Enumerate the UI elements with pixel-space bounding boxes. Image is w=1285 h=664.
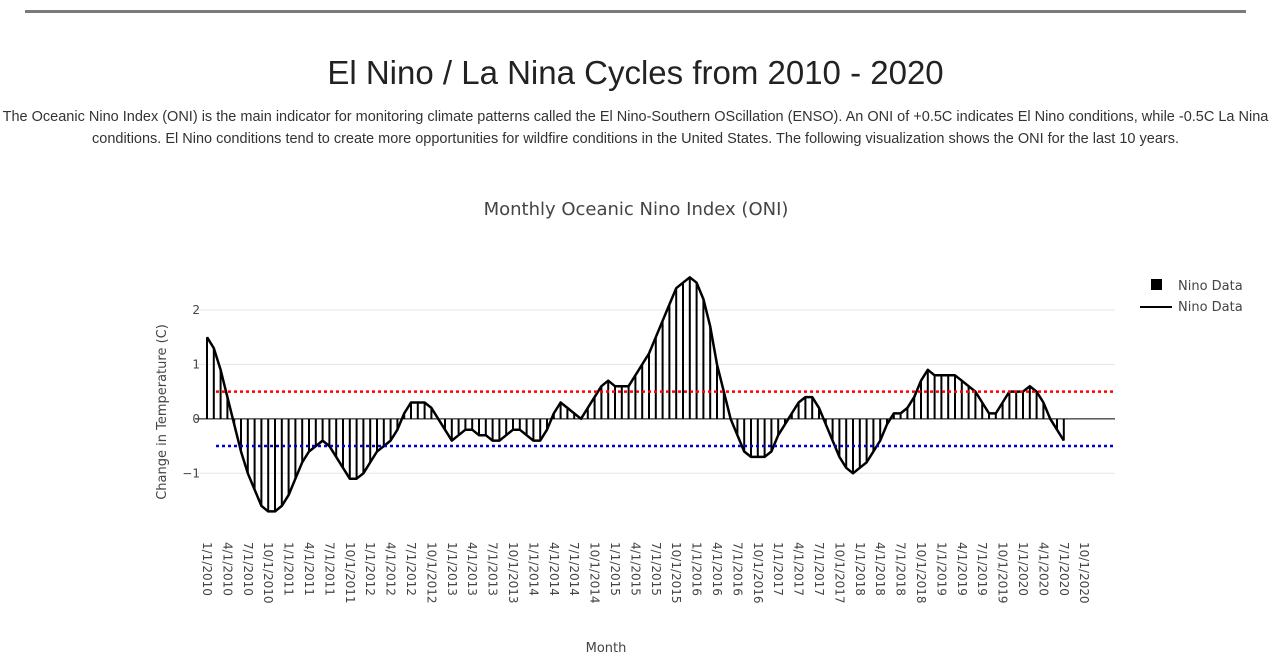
x-tick-label: 7/1/2020	[1057, 542, 1071, 596]
x-tick-label: 10/1/2011	[343, 542, 357, 604]
y-tick-label: −1	[182, 466, 200, 480]
x-tick-label: 1/1/2014	[526, 542, 540, 596]
x-tick-label: 10/1/2019	[996, 542, 1010, 604]
y-axis-label: Change in Temperature (C)	[155, 324, 170, 500]
legend-bar-label: Nino Data	[1178, 279, 1243, 294]
x-tick-label: 10/1/2018	[914, 542, 928, 604]
x-tick-label: 1/1/2012	[363, 542, 377, 596]
x-tick-label: 4/1/2010	[220, 542, 234, 596]
x-tick-label: 10/1/2015	[669, 542, 683, 604]
x-tick-label: 7/1/2015	[649, 542, 663, 596]
x-tick-label: 1/1/2013	[445, 542, 459, 596]
x-tick-label: 10/1/2020	[1077, 542, 1091, 604]
x-tick-label: 4/1/2018	[873, 542, 887, 596]
chart-title: Monthly Oceanic Nino Index (ONI)	[484, 199, 789, 220]
legend[interactable]: Nino Data Nino Data	[1140, 279, 1243, 315]
x-tick-label: 4/1/2019	[955, 542, 969, 596]
x-tick-label: 10/1/2016	[751, 542, 765, 604]
x-tick-label: 4/1/2020	[1036, 542, 1050, 596]
x-tick-label: 7/1/2018	[894, 542, 908, 596]
x-tick-label: 7/1/2014	[567, 542, 581, 596]
axis-layer: 2 1 0 −1 1/1/2010 4/1/2010 7/1/2010 10/1/2010 1/…	[182, 303, 1091, 604]
bars-layer	[206, 277, 1065, 512]
top-rule	[25, 10, 1246, 13]
x-tick-label: 10/1/2012	[424, 542, 438, 604]
y-tick-label: 0	[192, 412, 200, 426]
x-tick-label: 1/1/2018	[853, 542, 867, 596]
x-tick-label: 7/1/2016	[730, 542, 744, 596]
series-line	[205, 276, 1065, 513]
x-tick-label: 1/1/2016	[690, 542, 704, 596]
x-tick-label: 4/1/2013	[465, 542, 479, 596]
x-tick-label: 7/1/2019	[975, 542, 989, 596]
x-tick-label: 4/1/2011	[302, 542, 316, 596]
x-tick-label: 1/1/2015	[608, 542, 622, 596]
x-tick-label: 7/1/2011	[322, 542, 336, 596]
x-tick-label: 10/1/2014	[588, 542, 602, 604]
x-tick-label: 1/1/2010	[200, 542, 214, 596]
x-tick-label: 4/1/2012	[384, 542, 398, 596]
x-tick-label: 1/1/2020	[1016, 542, 1030, 596]
legend-line-label: Nino Data	[1178, 300, 1243, 315]
y-tick-label: 2	[192, 303, 200, 317]
page-description: The Oceanic Nino Index (ONI) is the main…	[2, 109, 1269, 147]
x-tick-label: 7/1/2013	[486, 542, 500, 596]
oni-chart: Monthly Oceanic Nino Index (ONI) 2 1 0 −1 1/…	[155, 199, 1243, 656]
page-title: El Nino / La Nina Cycles from 2010 - 202…	[327, 54, 944, 91]
x-tick-label: 10/1/2013	[506, 542, 520, 604]
x-tick-label: 7/1/2010	[241, 542, 255, 596]
legend-bar-swatch	[1151, 279, 1162, 290]
x-tick-label: 1/1/2017	[771, 542, 785, 596]
x-tick-label: 10/1/2010	[261, 542, 275, 604]
x-tick-label: 10/1/2017	[832, 542, 846, 604]
x-tick-label: 4/1/2017	[792, 542, 806, 596]
x-tick-label: 7/1/2012	[404, 542, 418, 596]
x-tick-label: 4/1/2016	[710, 542, 724, 596]
x-tick-label: 1/1/2011	[282, 542, 296, 596]
x-axis-label: Month	[586, 641, 627, 656]
x-tick-label: 1/1/2019	[934, 542, 948, 596]
x-tick-label: 7/1/2017	[812, 542, 826, 596]
x-tick-label: 4/1/2015	[628, 542, 642, 596]
y-tick-label: 1	[192, 357, 200, 371]
line-layer	[205, 276, 1065, 513]
x-tick-label: 4/1/2014	[547, 542, 561, 596]
